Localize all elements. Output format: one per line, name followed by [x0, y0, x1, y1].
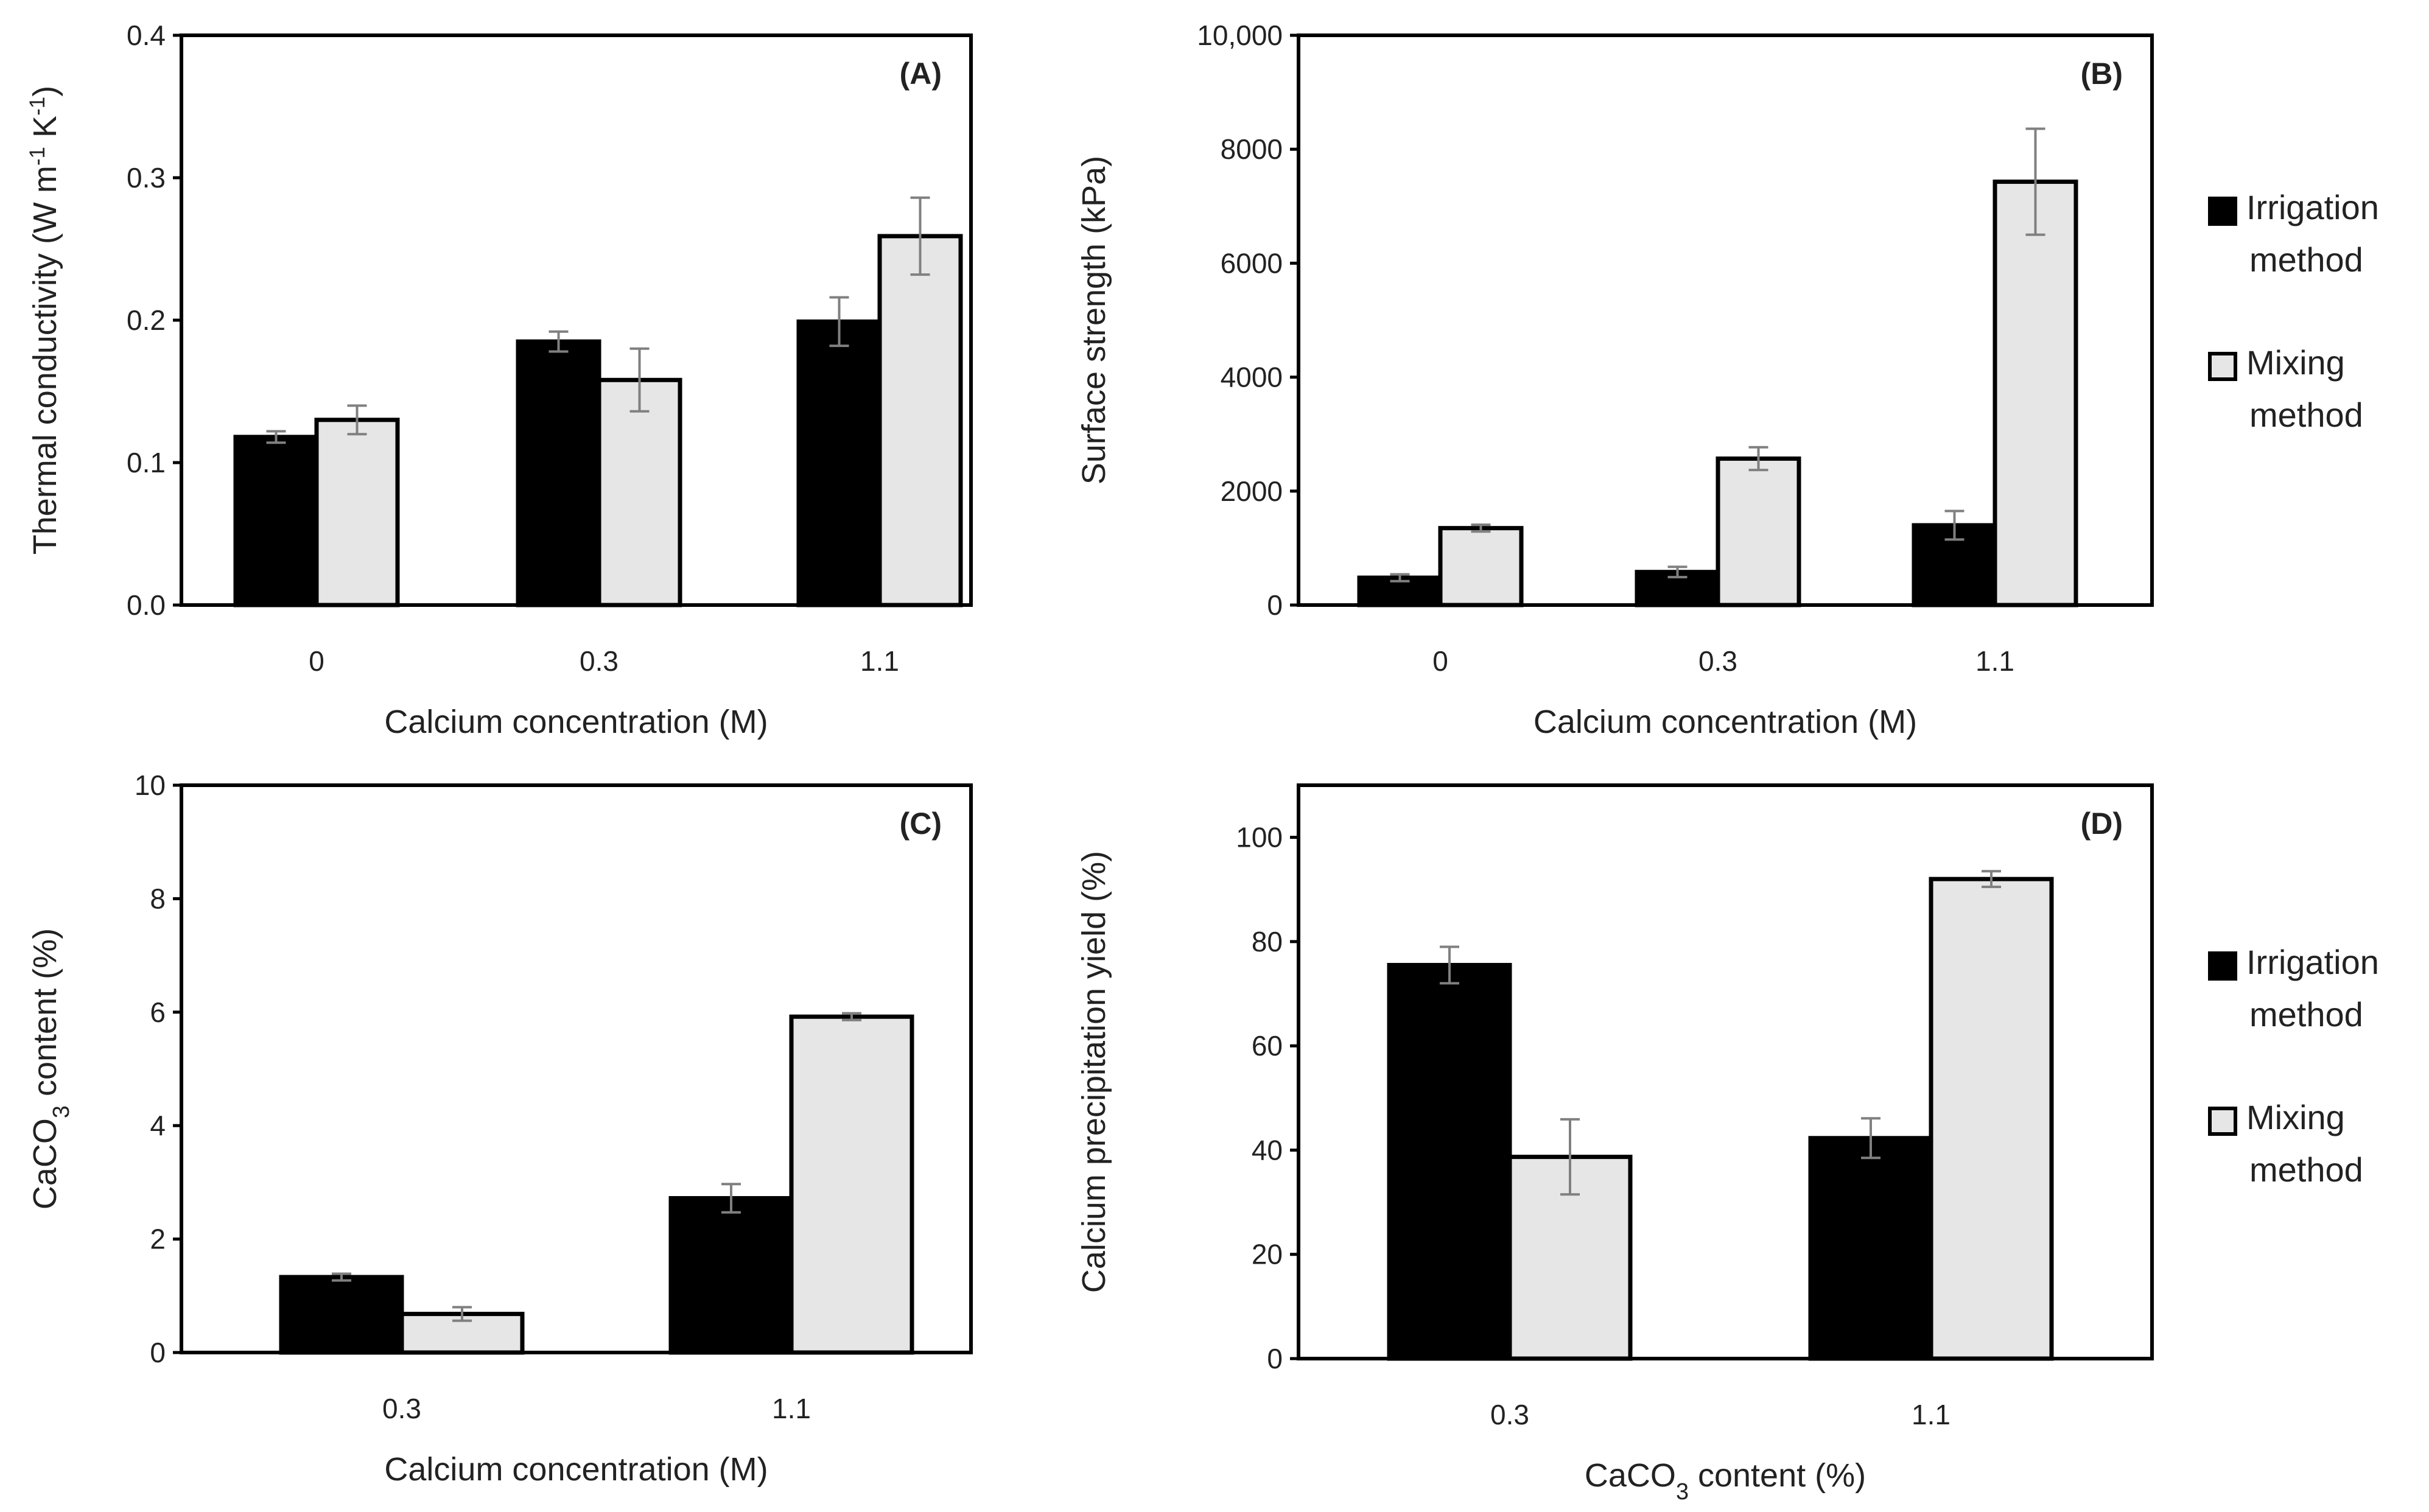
y-tick-label: 100	[1236, 822, 1283, 853]
x-tick-label: 0.3	[382, 1393, 421, 1424]
y-tick-label: 6	[150, 996, 166, 1028]
irrigation-bar	[668, 1195, 794, 1355]
y-tick-label: 80	[1252, 926, 1283, 957]
y-tick-label: 2000	[1221, 475, 1283, 507]
y-tick-label: 8	[150, 883, 166, 914]
irrigation-bar	[1808, 1136, 1933, 1361]
x-tick-label: 1.1	[1912, 1399, 1951, 1430]
y-tick-label: 60	[1252, 1030, 1283, 1062]
irrigation-legend-swatch	[2208, 197, 2237, 226]
y-tick-label: 6000	[1221, 247, 1283, 279]
y-tick-label: 2	[150, 1223, 166, 1255]
mixing-bar	[597, 377, 682, 607]
y-tick-label: 10,000	[1197, 19, 1283, 51]
legend-top: Irrigation method Mixing method	[2208, 188, 2379, 434]
y-tick-label: 10	[135, 769, 166, 801]
mixing-bar	[789, 1014, 914, 1355]
x-tick-label: 0.3	[580, 645, 619, 677]
plot-frame	[1297, 783, 2154, 1360]
panel-label: (A)	[900, 57, 942, 91]
chart-panel-a: 0.0 0.1 0.2 0.3 0.4 0 0.3 1.1 (A) Calcium concent…	[26, 19, 973, 740]
x-tick-label: 1.1	[860, 645, 899, 677]
panel-label: (B)	[2081, 57, 2123, 91]
x-axis-label: Calcium concentration (M)	[1533, 704, 1917, 740]
y-tick-label: 0.4	[127, 19, 166, 51]
mixing-bar	[877, 234, 963, 607]
chart-panel-c: 0 2 4 6 8 10 0.3 1.1 (C) Calcium concentration (M…	[27, 769, 973, 1488]
y-tick-label: 8000	[1221, 133, 1283, 165]
y-tick-label: 20	[1252, 1239, 1283, 1270]
irrigation-bar	[279, 1275, 404, 1355]
y-tick-label: 0.3	[127, 162, 166, 194]
y-tick-label: 0.2	[127, 304, 166, 336]
y-tick-label: 0.0	[127, 589, 166, 621]
mixing-bar	[314, 418, 400, 607]
legend-label: Mixing method	[2246, 343, 2363, 434]
y-axis-label: Calcium precipitation yield (%)	[1076, 851, 1112, 1293]
chart-panel-d: 0 20 40 60 80 100 0.3 1.1 (D) CaCO3 content (%) Ca…	[1076, 783, 2154, 1505]
x-tick-label: 0	[1432, 645, 1448, 677]
y-tick-label: 0	[1267, 1343, 1283, 1374]
x-axis-label: Calcium concentration (M)	[384, 704, 768, 740]
x-tick-label: 0.3	[1698, 645, 1737, 677]
x-tick-label: 1.1	[772, 1393, 811, 1424]
plot-frame	[180, 783, 973, 1354]
panel-label: (C)	[900, 807, 942, 841]
irrigation-bar	[233, 435, 319, 607]
legend-label: Irrigation method	[2246, 943, 2379, 1034]
irrigation-bar	[516, 339, 601, 607]
y-axis-label: Thermal conductivity (W m-1 K-1)	[26, 86, 64, 555]
y-tick-label: 0.1	[127, 447, 166, 478]
legend-label: Irrigation method	[2246, 188, 2379, 279]
legend-bottom: Irrigation method Mixing method	[2208, 943, 2379, 1189]
irrigation-bar	[1387, 962, 1512, 1361]
x-axis-label: Calcium concentration (M)	[384, 1451, 768, 1488]
mixing-legend-swatch	[2208, 352, 2237, 381]
panel-label: (D)	[2081, 807, 2123, 841]
mixing-bar	[1438, 526, 1524, 607]
legend-label: Mixing method	[2246, 1098, 2363, 1189]
chart-panel-b: 0 2000 4000 6000 8000 10,000 0 0.3 1.1 (B) Calcium…	[1076, 19, 2154, 740]
y-tick-label: 4	[150, 1110, 166, 1141]
y-axis-label: Surface strength (kPa)	[1076, 156, 1112, 485]
y-axis-label: CaCO3 content (%)	[27, 928, 74, 1209]
irrigation-legend-swatch	[2208, 951, 2237, 981]
x-tick-label: 0	[309, 645, 324, 677]
x-tick-label: 1.1	[1975, 645, 2014, 677]
x-axis-label: CaCO3 content (%)	[1585, 1457, 1866, 1505]
irrigation-bar	[796, 319, 882, 607]
y-tick-label: 0	[150, 1337, 166, 1368]
mixing-legend-swatch	[2208, 1107, 2237, 1136]
y-tick-label: 0	[1267, 589, 1283, 621]
mixing-bar	[1929, 877, 2054, 1361]
y-tick-label: 40	[1252, 1134, 1283, 1166]
mixing-bar	[1716, 456, 1801, 607]
x-tick-label: 0.3	[1490, 1399, 1529, 1430]
mixing-bar	[1993, 180, 2078, 607]
y-tick-label: 4000	[1221, 362, 1283, 393]
